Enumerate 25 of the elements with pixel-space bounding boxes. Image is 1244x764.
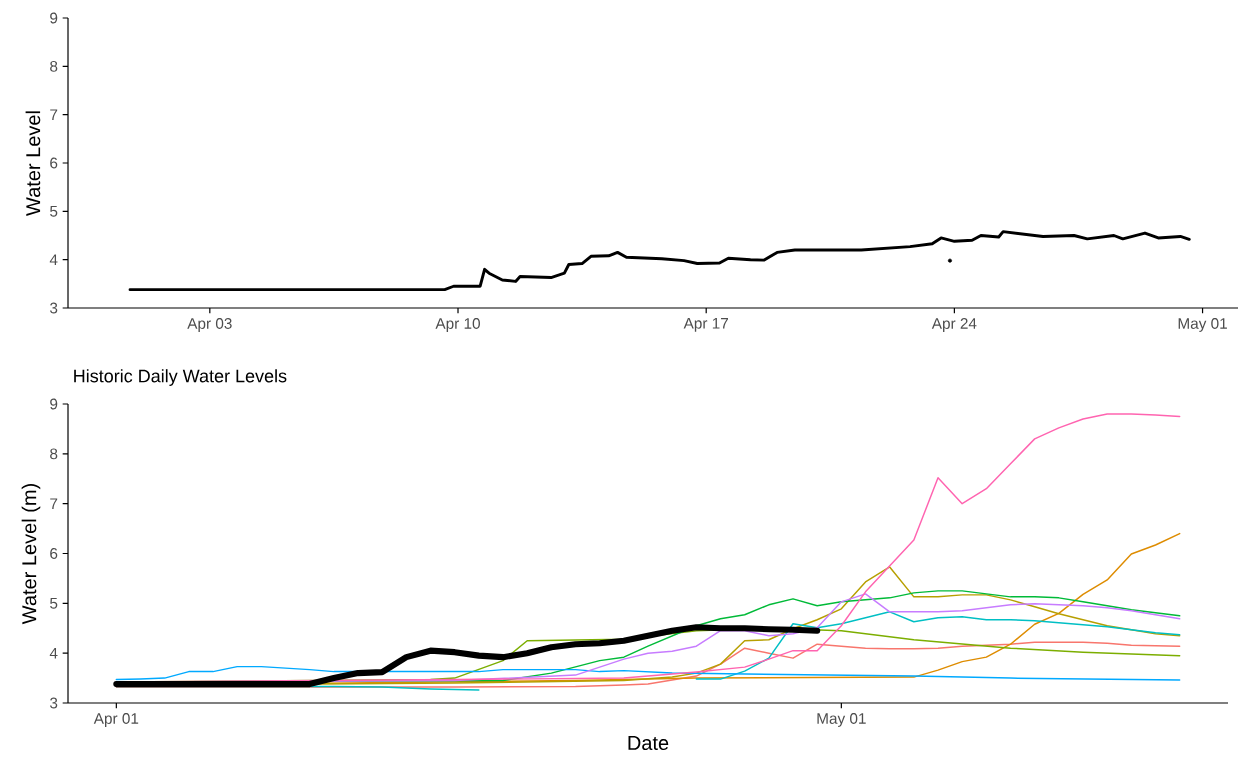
- y-axis-title: Water Level (m): [21, 484, 41, 625]
- y-tick-label: 4: [49, 254, 58, 265]
- y-tick-label: 7: [50, 498, 58, 509]
- y-tick-label: 7: [50, 109, 58, 120]
- y-tick-label: 4: [49, 647, 58, 659]
- x-tick-label: May 01: [1178, 318, 1227, 332]
- y-tick-label: 9: [50, 398, 58, 410]
- y-tick-label: 8: [50, 60, 58, 72]
- x-axis-title: Date: [628, 736, 669, 751]
- x-tick-label: Apr 01: [93, 713, 139, 727]
- y-axis-title: Water Level: [25, 111, 41, 216]
- chart-title: Historic Daily Water Levels: [74, 369, 287, 386]
- y-tick-label: 6: [50, 157, 58, 169]
- y-tick-label: 8: [50, 448, 58, 460]
- y-tick-label: 3: [50, 302, 58, 314]
- x-tick-label: Apr 10: [435, 318, 480, 332]
- y-tick-label: 5: [50, 597, 58, 609]
- y-tick-label: 9: [50, 12, 58, 24]
- x-tick-label: Apr 24: [931, 318, 977, 332]
- y-tick-label: 3: [50, 697, 58, 709]
- x-tick-label: Apr 17: [683, 318, 728, 332]
- x-tick-label: May 01: [817, 713, 866, 727]
- x-tick-label: Apr 03: [187, 318, 232, 332]
- y-tick-label: 5: [50, 205, 58, 217]
- y-tick-label: 6: [50, 548, 58, 559]
